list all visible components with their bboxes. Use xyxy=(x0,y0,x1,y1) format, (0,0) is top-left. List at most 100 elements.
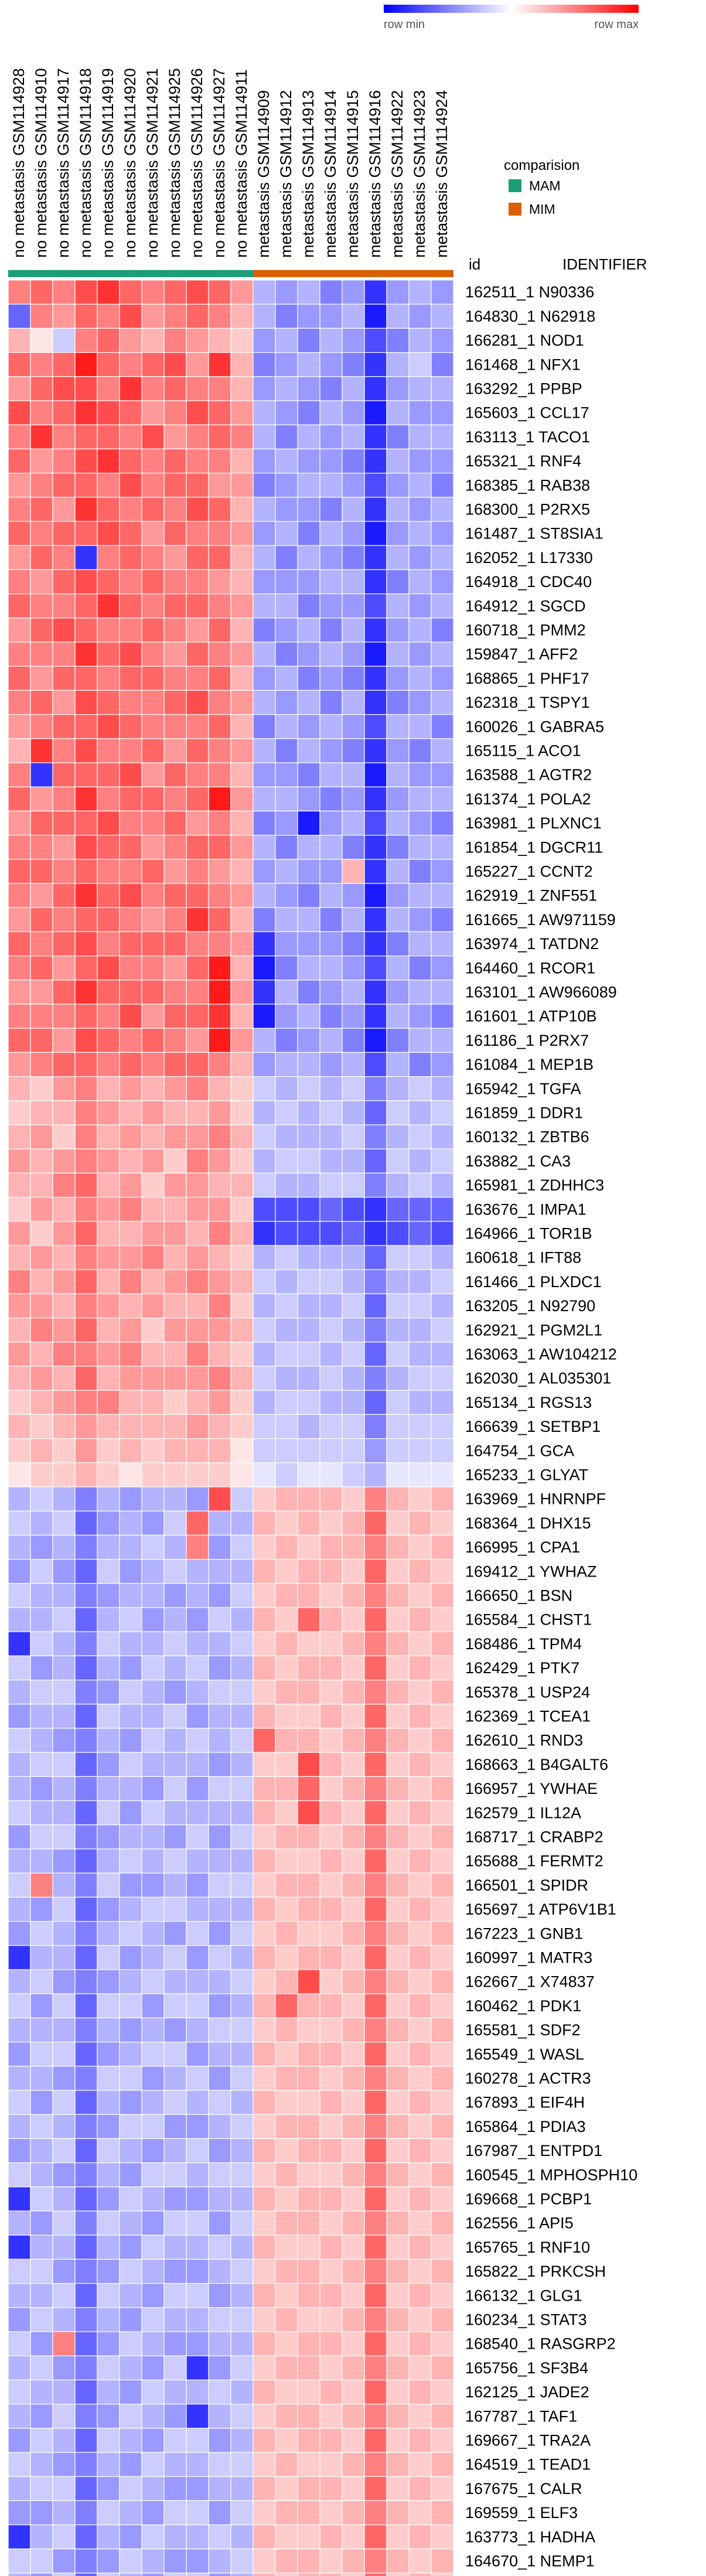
heatmap-cell xyxy=(364,2379,387,2405)
heatmap-cell xyxy=(275,327,298,353)
heatmap-cell xyxy=(386,2186,410,2212)
heatmap-cell xyxy=(74,1559,98,1584)
heatmap-cell xyxy=(97,1534,120,1560)
heatmap-cell xyxy=(119,1728,142,1753)
heatmap-cell xyxy=(319,738,343,763)
heatmap-cell xyxy=(141,1196,165,1222)
heatmap-cell xyxy=(364,1293,387,1319)
heatmap-cell xyxy=(253,2404,276,2429)
heatmap-cell xyxy=(253,497,276,522)
heatmap-cell xyxy=(319,2452,343,2477)
heatmap-cell xyxy=(52,1486,76,1512)
heatmap-cell xyxy=(319,2234,343,2260)
heatmap-cell xyxy=(364,1196,387,1222)
heatmap-cell xyxy=(275,2524,298,2550)
heatmap-cell xyxy=(74,1969,98,1994)
heatmap-cell xyxy=(30,2234,53,2260)
heatmap-cell xyxy=(253,1680,276,1705)
heatmap-cell xyxy=(141,1438,165,1463)
heatmap-cell xyxy=(52,1318,76,1343)
heatmap-cell xyxy=(208,2042,231,2067)
heatmap-cell xyxy=(386,424,410,450)
heatmap-cell xyxy=(186,1366,209,1391)
heatmap-cell xyxy=(253,1510,276,1536)
heatmap-cell xyxy=(297,1824,320,1850)
heatmap-cell xyxy=(319,1342,343,1367)
heatmap-cell xyxy=(8,1680,31,1705)
heatmap-cell xyxy=(119,1028,142,1053)
heatmap-cell xyxy=(342,2500,365,2526)
heatmap-cell xyxy=(141,834,165,860)
heatmap-cell xyxy=(30,2017,53,2043)
heatmap-cell xyxy=(208,1342,231,1367)
heatmap-cell xyxy=(141,352,165,377)
heatmap-cell xyxy=(230,1896,254,1922)
heatmap-cell xyxy=(230,2162,254,2188)
heatmap-cell xyxy=(364,810,387,836)
heatmap-cell xyxy=(52,2283,76,2308)
heatmap-cell xyxy=(364,1318,387,1343)
heatmap-cell xyxy=(52,2379,76,2405)
heatmap-cell xyxy=(30,1486,53,1512)
heatmap-cell xyxy=(364,2090,387,2115)
heatmap-cell xyxy=(8,2355,31,2380)
heatmap-cell xyxy=(230,497,254,522)
heatmap-cell xyxy=(163,2548,187,2574)
heatmap-cell xyxy=(119,1704,142,1729)
heatmap-cell xyxy=(408,931,432,957)
heatmap-cell xyxy=(119,1945,142,1970)
heatmap-cell xyxy=(8,448,31,474)
heatmap-cell xyxy=(431,955,454,981)
heatmap-cell xyxy=(119,1052,142,1077)
heatmap-cell xyxy=(297,2452,320,2477)
heatmap-cell xyxy=(230,931,254,957)
heatmap-cell xyxy=(431,1172,454,1198)
heatmap-cell xyxy=(408,2042,432,2067)
row-label: 162579_1 IL12A xyxy=(465,1804,581,1821)
heatmap-cell xyxy=(186,545,209,571)
heatmap-cell xyxy=(408,2331,432,2356)
heatmap-cell xyxy=(8,2186,31,2212)
group-bar-cell xyxy=(431,270,453,277)
heatmap-cell xyxy=(386,2066,410,2091)
row-label: 162919_1 ZNF551 xyxy=(465,887,597,905)
group-bar-cell xyxy=(364,270,387,277)
heatmap-cell xyxy=(186,2355,209,2380)
heatmap-cell xyxy=(163,2572,187,2576)
heatmap-cell xyxy=(74,1945,98,1970)
heatmap-cell xyxy=(119,2210,142,2236)
heatmap-cell xyxy=(386,1100,410,1125)
heatmap-cell xyxy=(386,1342,410,1367)
heatmap-cell xyxy=(186,352,209,377)
heatmap-cell xyxy=(408,1004,432,1029)
heatmap-cell xyxy=(253,545,276,571)
heatmap-cell xyxy=(52,955,76,981)
heatmap-cell xyxy=(342,931,365,957)
heatmap-cell xyxy=(431,2404,454,2429)
heatmap-cell xyxy=(208,2066,231,2091)
heatmap-cell xyxy=(163,1462,187,1487)
heatmap-cell xyxy=(97,955,120,981)
heatmap-cell xyxy=(52,1076,76,1101)
heatmap-cell xyxy=(253,352,276,377)
heatmap-cell xyxy=(364,2114,387,2139)
heatmap-cell xyxy=(74,2404,98,2429)
heatmap-cell xyxy=(230,2524,254,2550)
heatmap-cell xyxy=(141,931,165,957)
heatmap-cell xyxy=(74,2234,98,2260)
heatmap-cell xyxy=(386,2572,410,2576)
heatmap-cell xyxy=(386,2500,410,2526)
heatmap-cell xyxy=(275,2379,298,2405)
heatmap-cell xyxy=(97,980,120,1005)
heatmap-cell xyxy=(208,1896,231,1922)
heatmap-cell xyxy=(297,2162,320,2188)
heatmap-cell xyxy=(52,810,76,836)
heatmap-cell xyxy=(208,1366,231,1391)
heatmap-cell xyxy=(186,448,209,474)
heatmap-cell xyxy=(431,1318,454,1343)
heatmap-cell xyxy=(319,1993,343,2018)
heatmap-cell xyxy=(431,1945,454,1970)
heatmap-cell xyxy=(364,1896,387,1922)
heatmap-cell xyxy=(230,1559,254,1584)
heatmap-cell xyxy=(408,1100,432,1125)
